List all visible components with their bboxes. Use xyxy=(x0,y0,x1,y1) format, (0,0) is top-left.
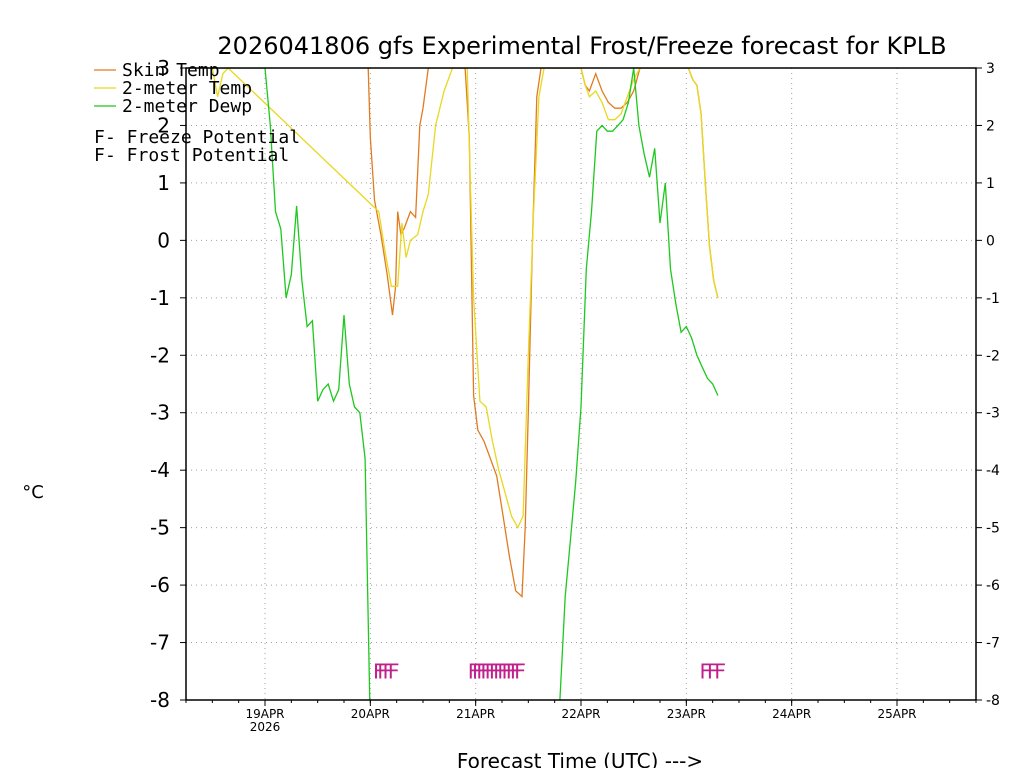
freeze-marker: F xyxy=(480,659,492,683)
freeze-marker: F xyxy=(699,659,711,683)
freeze-marker: F xyxy=(493,659,505,683)
legend-label: 2-meter Dewp xyxy=(122,96,252,117)
x-tick-label: 23APR xyxy=(667,707,706,721)
y-tick-label-left: -3 xyxy=(150,401,170,425)
x-tick-label: 20APR xyxy=(351,707,390,721)
legend-marker-label: - Frost Potential xyxy=(105,145,289,166)
y-tick-label-right: -2 xyxy=(986,348,1000,364)
freeze-marker: F xyxy=(484,659,496,683)
freeze-marker: F xyxy=(501,659,513,683)
y-tick-label-right: -6 xyxy=(986,578,1000,594)
freeze-marker: F xyxy=(714,659,726,683)
y-tick-label-right: -1 xyxy=(986,291,1000,307)
plot-frame xyxy=(185,67,977,701)
freeze-marker: F xyxy=(373,659,385,683)
y-tick-label-left: 3 xyxy=(157,56,170,80)
y-tick-label-left: -2 xyxy=(150,343,170,367)
y-tick-label-right: -5 xyxy=(986,521,1000,537)
y-tick-label-left: -8 xyxy=(150,688,170,712)
legend-marker-label: - Freeze Potential xyxy=(105,127,300,148)
y-tick-label-left: -1 xyxy=(150,286,170,310)
freeze-marker: F xyxy=(468,659,480,683)
y-tick-label-right: -7 xyxy=(986,636,1000,652)
y-tick-label-right: 2 xyxy=(986,118,995,134)
y-tick-label-left: 0 xyxy=(157,228,170,252)
y-tick-label-left: 1 xyxy=(157,171,170,195)
legend-label: 2-meter Temp xyxy=(122,78,252,99)
freeze-marker: F xyxy=(707,659,719,683)
legend-marker-letter: F xyxy=(94,127,105,148)
freeze-marker: F xyxy=(472,659,484,683)
x-axis-label: Forecast Time (UTC) ---> xyxy=(457,749,703,768)
series-line-2-meter-dewp xyxy=(207,68,719,700)
freeze-marker: F xyxy=(382,659,394,683)
freeze-marker: F xyxy=(497,659,509,683)
y-tick-label-right: -4 xyxy=(986,463,1000,479)
freeze-marker: F xyxy=(476,659,488,683)
freeze-marker: F xyxy=(377,659,389,683)
freeze-marker: F xyxy=(387,659,399,683)
freeze-marker: F xyxy=(510,659,522,683)
y-tick-label-right: -8 xyxy=(986,693,1000,709)
freeze-marker: F xyxy=(505,659,517,683)
x-tick-sublabel: 2026 xyxy=(250,720,281,734)
series-line-2-meter-temp xyxy=(186,68,719,530)
y-tick-label-right: 3 xyxy=(986,61,995,77)
freeze-marker: F xyxy=(489,659,501,683)
y-axis-label: °C xyxy=(22,482,44,503)
y-tick-label-right: 0 xyxy=(986,233,995,249)
freeze-marker: F xyxy=(514,659,526,683)
series-layer xyxy=(186,68,719,700)
y-tick-label-left: -6 xyxy=(150,573,170,597)
chart-title: 2026041806 gfs Experimental Frost/Freeze… xyxy=(217,32,946,60)
y-tick-label-left: 2 xyxy=(157,113,170,137)
series-line-skin-temp xyxy=(367,68,719,599)
legend-marker-letter: F xyxy=(94,145,105,166)
y-tick-label-left: -5 xyxy=(150,516,170,540)
tick-labels: 3 3 2 2 1 1 0 0 -1 -1 -2 -2 -3 -3 -4 -4 -5 -5 -6 -6 -7 -7 -8 -8… xyxy=(150,56,1000,734)
legend-label: Skin Temp xyxy=(122,60,220,81)
x-tick-label: 21APR xyxy=(456,707,495,721)
y-tick-label-right: 1 xyxy=(986,176,995,192)
x-tick-label: 19APR xyxy=(245,707,284,721)
x-tick-label: 24APR xyxy=(772,707,811,721)
y-tick-label-right: -3 xyxy=(986,406,1000,422)
grid xyxy=(186,68,976,700)
x-tick-label: 22APR xyxy=(561,707,600,721)
y-tick-label-left: -4 xyxy=(150,458,170,482)
x-tick-label: 25APR xyxy=(877,707,916,721)
axes xyxy=(180,67,982,706)
y-tick-label-left: -7 xyxy=(150,631,170,655)
